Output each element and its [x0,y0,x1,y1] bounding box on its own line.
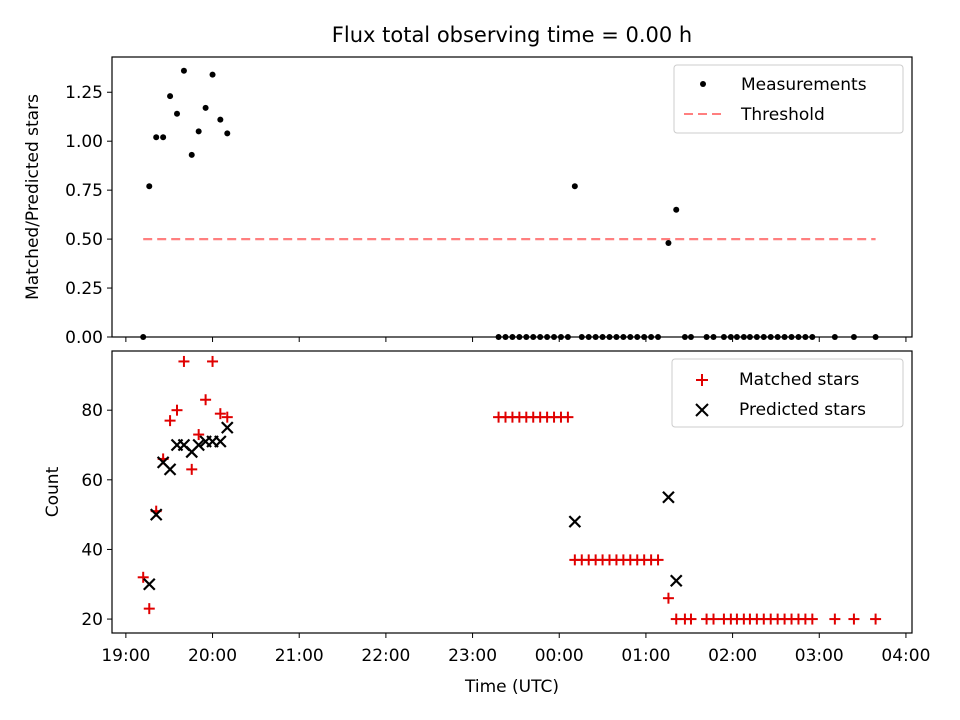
measurement-point [146,183,153,190]
matched-star-point [171,404,183,416]
matched-star-point [662,592,674,604]
bottom-y-axis-label: Count [43,466,63,517]
predicted-star-point [192,438,205,452]
legend-matched-marker [696,374,708,386]
top-legend-box [673,64,904,134]
top-y-tick-label: 0.25 [65,279,103,299]
matched-star-point [652,554,664,566]
bottom-y-tick-label: 60 [81,471,103,491]
measurement-point [217,116,224,123]
top-y-tick-label: 1.25 [65,83,103,103]
legend-threshold-label: Threshold [740,105,825,125]
bottom-x-tick-label: 20:00 [188,646,237,666]
bottom-x-tick-label: 19:00 [101,646,150,666]
bottom-y-tick-label: 80 [81,401,103,421]
matched-star-point [221,411,233,423]
bottom-x-tick-label: 03:00 [795,646,844,666]
measurement-point [224,130,231,137]
measurement-point [174,110,181,117]
legend-measurements-label: Measurements [741,75,867,95]
top-plot-area: 0.00 0.25 0.50 0.75 1.00 1.25 Matched/Predict… [23,56,913,348]
bottom-x-tick-label: 01:00 [621,646,670,666]
bottom-plot-area: 20 40 60 80 19:00 20:00 21:00 22:00 23:00 00:00 0… [43,350,930,697]
matched-star-point [708,613,720,625]
bottom-x-tick-label: 22:00 [361,646,410,666]
top-y-tick-label: 0.50 [65,230,103,250]
legend-matched-label: Matched stars [739,370,859,390]
matched-star-point [200,394,212,406]
bottom-y-tick-label: 20 [81,610,103,630]
predicted-star-point [142,577,156,591]
top-axes-frame [111,56,913,338]
predicted-star-point [163,463,177,476]
matched-star-point [870,613,882,625]
top-y-tick-label: 0.00 [65,328,103,348]
matched-star-point [164,415,176,427]
predicted-star-point [568,515,582,528]
bottom-y-axis-ticks: 20 40 60 80 [81,401,112,630]
bottom-axes-frame [111,350,913,634]
bottom-legend: Matched stars Predicted stars [671,358,904,428]
measurement-point [202,104,209,111]
top-y-tick-label: 0.75 [65,181,103,201]
measurement-point [167,93,174,100]
matched-star-point [193,429,205,441]
chart-title: Flux total observing time = 0.00 h [332,23,692,47]
predicted-star-point [662,490,675,504]
matched-star-point [829,613,841,625]
matched-star-point [207,355,219,367]
bottom-x-tick-label: 02:00 [708,646,757,666]
matched-star-point [214,408,226,420]
top-y-axis-ticks: 0.00 0.25 0.50 0.75 1.00 1.25 [65,83,112,348]
bottom-legend-box [671,358,904,428]
predicted-star-point [669,574,683,588]
bottom-x-axis-ticks: 19:00 20:00 21:00 22:00 23:00 00:00 01:00 02:00… [101,633,930,666]
matched-star-point [848,613,860,625]
top-y-tick-label: 1.00 [65,132,103,152]
legend-predicted-label: Predicted stars [739,400,866,420]
measurement-point [153,134,160,141]
bottom-x-tick-label: 21:00 [275,646,324,666]
x-axis-label: Time (UTC) [464,677,559,697]
legend-predicted-marker [695,403,709,417]
matched-star-point [137,571,149,583]
bottom-x-tick-label: 04:00 [881,646,930,666]
predicted-star-point [214,435,227,448]
matched-star-point [806,613,818,625]
predicted-star-point [220,421,234,434]
measurement-point [160,134,167,141]
matched-star-point [143,603,155,615]
measurement-point [673,206,680,213]
matched-star-point [562,411,574,423]
legend-measurements-marker [700,81,706,87]
measurement-point [209,71,216,78]
matched-star-point [685,613,697,625]
top-legend: Measurements Threshold [673,64,904,134]
matched-star-point [178,355,190,367]
bottom-y-tick-label: 40 [81,540,103,560]
measurement-point [180,67,187,74]
bottom-data-marks [137,355,882,625]
bottom-x-tick-label: 23:00 [448,646,497,666]
matched-star-point [186,463,198,475]
measurement-point [188,151,195,158]
top-x-axis-ticks [125,337,907,342]
top-y-axis-label: Matched/Predicted stars [23,94,43,300]
measurement-point [571,183,578,190]
predicted-star-point [149,508,163,521]
bottom-x-tick-label: 00:00 [535,646,584,666]
measurement-point [195,128,202,135]
measurement-point [665,240,672,247]
